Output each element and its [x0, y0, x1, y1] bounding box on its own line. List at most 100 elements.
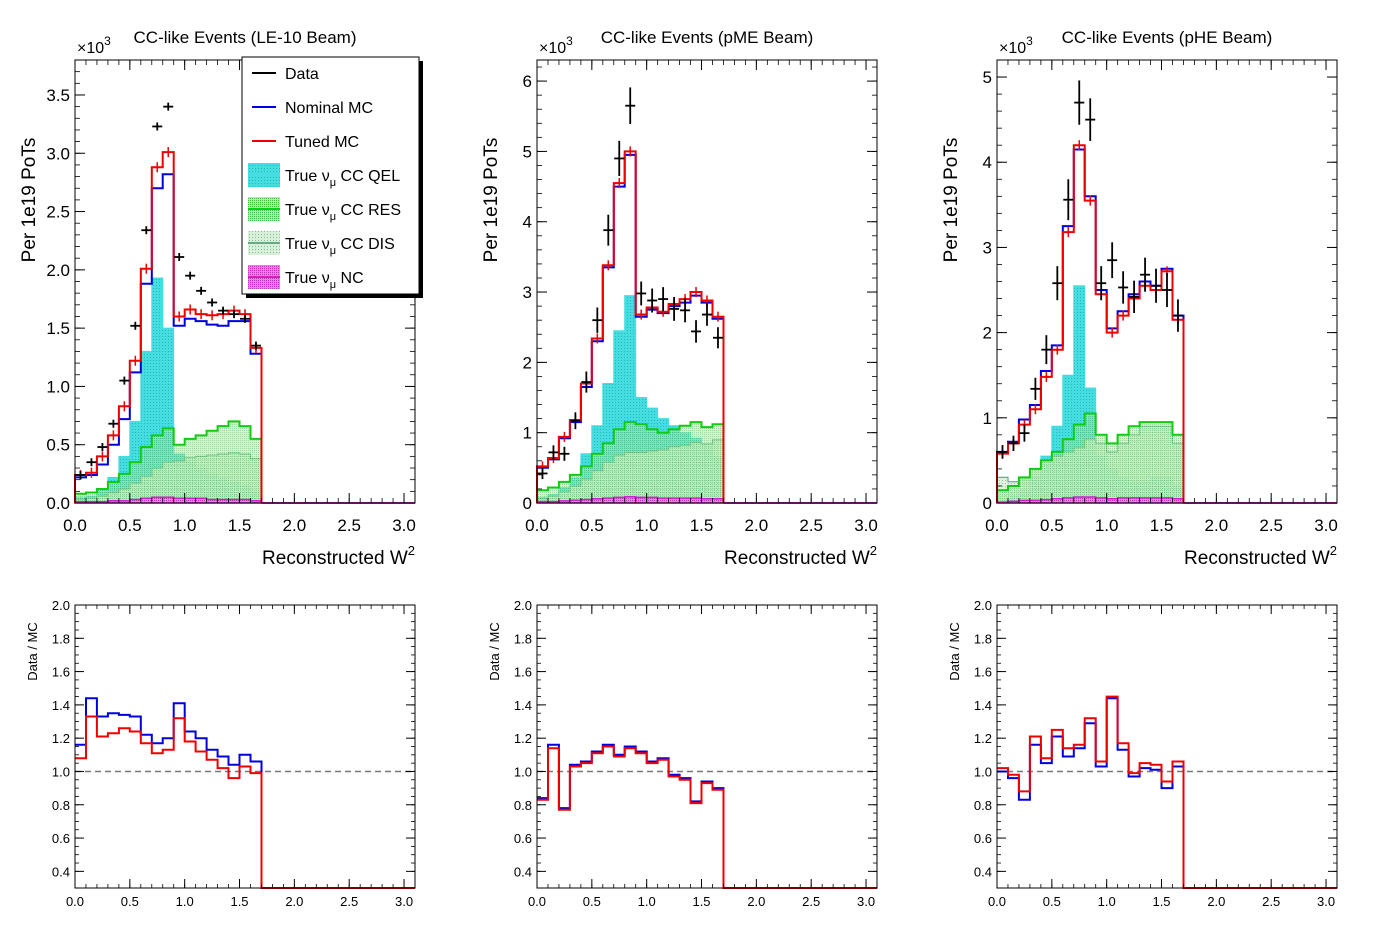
ratio-y-tick-label: 1.8 [514, 631, 532, 646]
ratio-y-tick-label: 0.4 [52, 864, 70, 879]
ratio-x-tick-label: 0.0 [988, 894, 1006, 909]
x-tick-label: 2.5 [799, 516, 823, 535]
y-tick-label: 1.0 [46, 377, 70, 396]
x-tick-label: 3.0 [392, 516, 416, 535]
x-axis-label: Reconstructed W2 [262, 543, 415, 569]
panel-title: CC-like Events (LE-10 Beam) [134, 28, 357, 47]
legend-label: True νμ NC [285, 270, 364, 291]
ratio-x-tick-label: 3.0 [395, 894, 413, 909]
ratio-x-tick-label: 1.5 [230, 894, 248, 909]
plot-panels: 0.0 0.5 1.0 1.5 2.0 2.5 3.0 3.5 0.0 0.5 1.0 1.5 2.0 2… [19, 28, 1338, 909]
ratio-y-tick-label: 2.0 [514, 598, 532, 613]
x-axis-label-superscript: 2 [1330, 543, 1337, 558]
legend-label: Tuned MC [285, 134, 359, 151]
y-tick-label: 2 [523, 353, 532, 372]
ratio-plot-frame [74, 604, 416, 889]
y-multiplier-exponent: 3 [566, 34, 573, 48]
ratio-x-tick-label: 0.0 [66, 894, 84, 909]
legend-label: Nominal MC [285, 100, 373, 117]
ratio-x-tick-label: 0.5 [121, 894, 139, 909]
ratio-x-tick-label: 2.5 [1262, 894, 1280, 909]
y-axis-label: Per 1e19 PoTs [19, 138, 40, 263]
res-line [536, 421, 724, 503]
y-tick-label: 1.5 [46, 319, 70, 338]
main-plot-frame [536, 59, 878, 504]
x-tick-label: 1.5 [1150, 516, 1174, 535]
legend-label-suffix: CC DIS [336, 236, 395, 253]
legend-label-suffix: CC QEL [336, 168, 400, 185]
ratio-tuned-line [997, 695, 1337, 889]
y-tick-label: 0.5 [46, 436, 70, 455]
y-tick-label: 0.0 [46, 494, 70, 513]
ratio-x-tick-label: 1.5 [692, 894, 710, 909]
ratio-y-tick-label: 0.4 [974, 864, 992, 879]
y-tick-label: 0 [523, 494, 532, 513]
legend-label-sub: μ [330, 245, 336, 257]
y-tick-label: 2 [983, 324, 992, 343]
legend-label-suffix: NC [336, 270, 364, 287]
x-tick-label: 0.5 [1040, 516, 1064, 535]
ratio-y-tick-label: 1.6 [52, 665, 70, 680]
nominal-mc-line [74, 173, 263, 503]
ratio-nominal-line [537, 743, 877, 889]
x-tick-label: 0.0 [525, 516, 549, 535]
ratio-y-tick-label: 1.0 [974, 764, 992, 779]
ratio-y-tick-label: 1.6 [514, 665, 532, 680]
x-tick-label: 2.0 [745, 516, 769, 535]
x-tick-label: 0.5 [118, 516, 142, 535]
ratio-y-tick-label: 0.8 [974, 798, 992, 813]
ratio-x-tick-label: 1.5 [1152, 894, 1170, 909]
ratio-y-tick-label: 1.2 [52, 731, 70, 746]
ratio-y-axis-label: Data / MC [25, 622, 40, 681]
y-multiplier-exponent: 3 [104, 34, 111, 48]
legend-label: True νμ CC QEL [285, 168, 400, 189]
x-tick-label: 1.0 [635, 516, 659, 535]
y-tick-label: 5 [983, 68, 992, 87]
x-axis-label-superscript: 2 [408, 543, 415, 558]
legend-label: True νμ CC DIS [285, 236, 395, 257]
ratio-y-axis-label: Data / MC [947, 622, 962, 681]
res-area [537, 422, 724, 503]
ratio-y-tick-label: 2.0 [52, 598, 70, 613]
y-tick-label: 4 [523, 213, 532, 232]
x-tick-label: 1.5 [228, 516, 252, 535]
ratio-y-tick-label: 0.8 [52, 798, 70, 813]
ratio-x-tick-label: 0.5 [1043, 894, 1061, 909]
x-tick-label: 2.5 [337, 516, 361, 535]
ratio-x-tick-label: 2.0 [285, 894, 303, 909]
legend-label: Data [285, 66, 319, 83]
legend-label-sub: μ [330, 211, 336, 223]
ratio-x-tick-label: 2.0 [747, 894, 765, 909]
legend-label-sub: μ [330, 279, 336, 291]
y-tick-label: 5 [523, 142, 532, 161]
y-multiplier: ×103 [77, 34, 111, 57]
ratio-y-tick-label: 1.6 [974, 665, 992, 680]
y-tick-label: 3 [523, 283, 532, 302]
ratio-panel-1: 0.4 0.6 0.8 1.0 1.2 1.4 1.6 1.8 2.0 0.0 0.5 1.0 1.5 2… [25, 598, 416, 909]
legend-label-suffix: CC RES [336, 202, 401, 219]
ratio-y-tick-label: 0.8 [514, 798, 532, 813]
ratio-y-tick-label: 0.6 [52, 831, 70, 846]
y-axis-label: Per 1e19 PoTs [941, 138, 962, 263]
ratio-y-tick-label: 0.4 [514, 864, 532, 879]
ratio-x-tick-label: 1.0 [638, 894, 656, 909]
y-multiplier: ×103 [999, 34, 1033, 57]
x-tick-label: 1.0 [1095, 516, 1119, 535]
ratio-x-tick-label: 2.5 [340, 894, 358, 909]
ratio-y-tick-label: 1.0 [514, 764, 532, 779]
y-multiplier-exponent: 3 [1026, 34, 1033, 48]
ratio-x-tick-label: 3.0 [1317, 894, 1335, 909]
legend-label-sub: μ [330, 177, 336, 189]
y-tick-label: 4 [983, 153, 992, 172]
ratio-y-tick-label: 2.0 [974, 598, 992, 613]
y-multiplier: ×103 [539, 34, 573, 57]
x-tick-label: 2.0 [283, 516, 307, 535]
ratio-y-axis-label: Data / MC [487, 622, 502, 681]
y-tick-label: 0 [983, 494, 992, 513]
x-tick-label: 0.0 [63, 516, 87, 535]
ratio-x-tick-label: 0.5 [583, 894, 601, 909]
x-tick-label: 3.0 [1314, 516, 1338, 535]
ratio-tuned-line [75, 715, 415, 889]
ratio-y-tick-label: 1.8 [974, 631, 992, 646]
